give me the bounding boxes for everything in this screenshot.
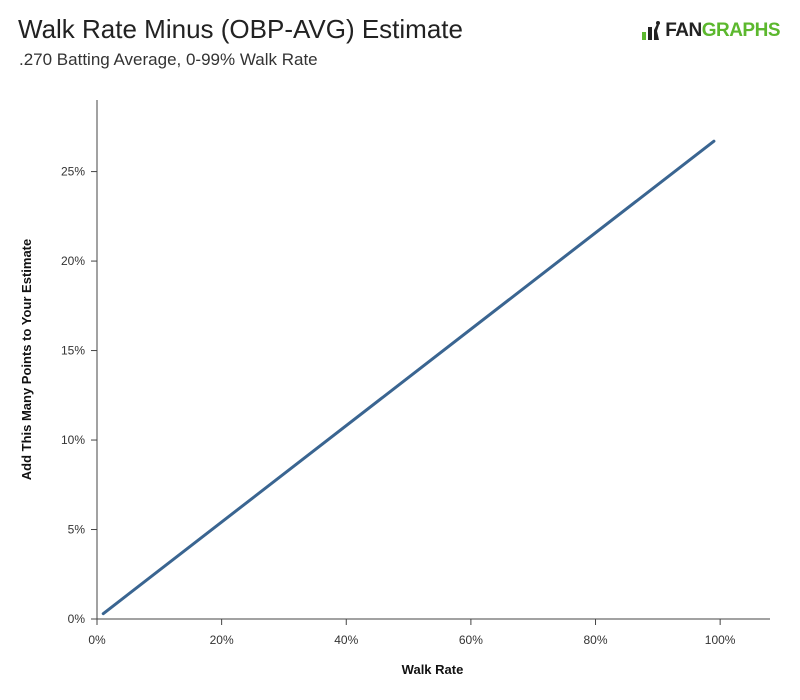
x-tick-label: 0% xyxy=(88,633,106,647)
y-tick-label: 10% xyxy=(61,433,85,447)
x-tick-label: 80% xyxy=(584,633,608,647)
y-tick-label: 5% xyxy=(68,523,86,537)
series-line xyxy=(101,139,716,616)
logo-text-fan: FAN xyxy=(665,20,702,41)
y-tick-label: 20% xyxy=(61,254,85,268)
fangraphs-logo[interactable]: FAN GRAPHS xyxy=(641,20,781,42)
logo-text-graphs: GRAPHS xyxy=(701,20,781,41)
x-tick-label: 100% xyxy=(705,633,736,647)
x-tick-label: 20% xyxy=(210,633,234,647)
chart-title: Walk Rate Minus (OBP-AVG) Estimate xyxy=(18,14,463,44)
x-axis-title: Walk Rate xyxy=(402,662,464,677)
y-tick-label: 25% xyxy=(61,165,85,179)
chart-subtitle: .270 Batting Average, 0-99% Walk Rate xyxy=(19,50,318,69)
batter-silhouette-icon xyxy=(642,21,661,40)
y-axis-title: Add This Many Points to Your Estimate xyxy=(19,239,34,481)
x-tick-label: 40% xyxy=(334,633,358,647)
y-tick-label: 0% xyxy=(68,612,86,626)
y-tick-label: 15% xyxy=(61,344,85,358)
x-tick-label: 60% xyxy=(459,633,483,647)
